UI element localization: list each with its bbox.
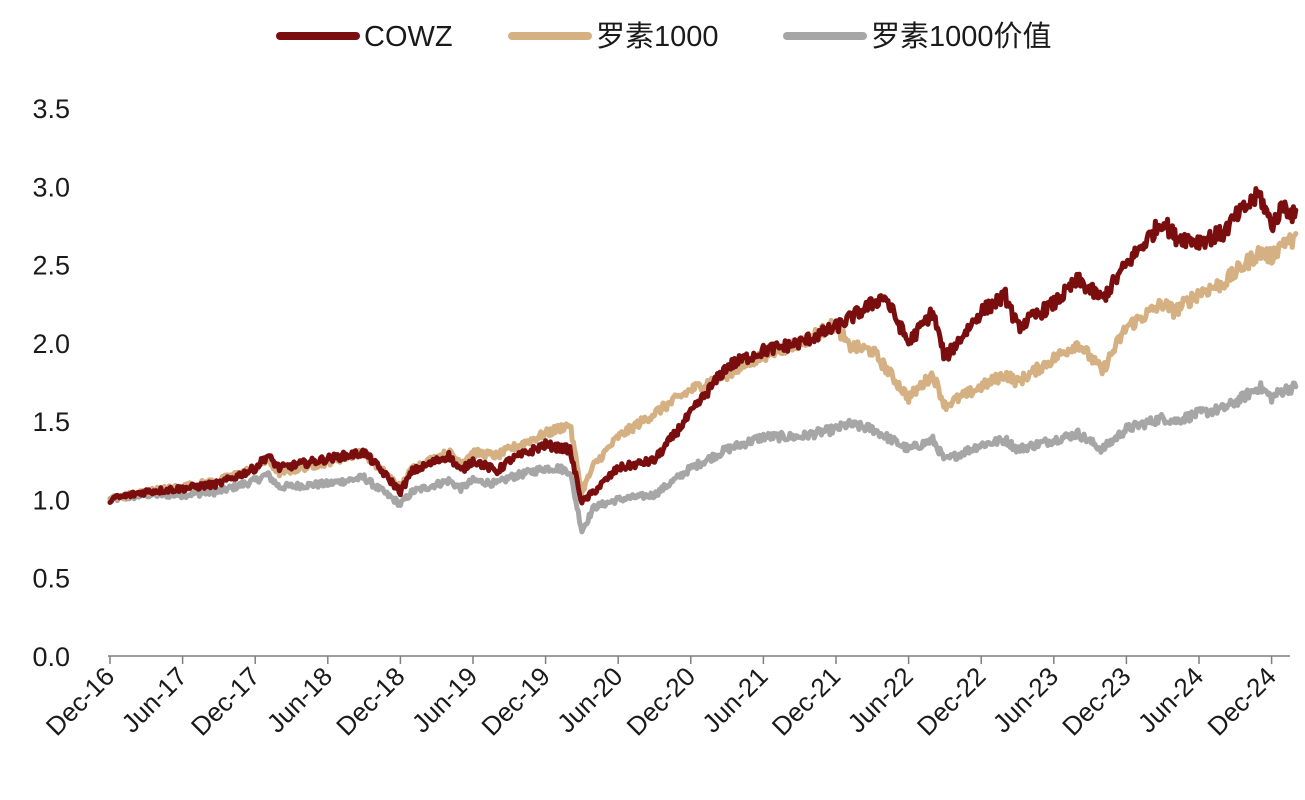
y-tick-label: 2.5 [32,251,70,281]
legend-label: COWZ [364,21,453,53]
x-tick-label: Dec-22 [911,661,991,741]
x-tick-label: Jun-17 [115,661,192,738]
x-tick-label: Jun-18 [261,661,338,738]
x-tick-label: Dec-21 [766,661,846,741]
x-tick-label: Dec-19 [475,661,555,741]
y-axis: 0.0 0.5 1.0 1.5 2.0 2.5 3.0 3.5 [32,94,70,672]
series-line-0 [107,186,1299,506]
y-tick-label: 1.5 [32,407,70,437]
y-tick-label: 1.0 [32,485,70,515]
y-tick-label: 2.0 [32,329,70,359]
y-tick-label: 3.5 [32,94,70,124]
x-tick-label: Jun-19 [406,661,483,738]
legend-label: 罗素1000价值 [871,20,1052,53]
x-tick-label: Jun-21 [696,661,773,738]
x-tick-label: Jun-24 [1132,661,1209,738]
legend-label: 罗素1000 [596,20,719,53]
x-tick-label: Dec-24 [1201,661,1281,741]
y-tick-label: 0.5 [32,564,70,594]
series-line-2 [107,380,1299,535]
x-tick-label: Dec-16 [40,661,120,741]
x-tick-label: Jun-22 [841,661,918,738]
x-tick-label: Dec-23 [1056,661,1136,741]
x-tick-label: Jun-23 [987,661,1064,738]
x-axis: Dec-16Jun-17Dec-17Jun-18Dec-18Jun-19Dec-… [40,655,1290,742]
plot-area [107,186,1299,535]
legend: COWZ 罗素1000 罗素1000价值 [276,20,1052,53]
y-tick-label: 0.0 [32,642,70,672]
x-tick-label: Dec-18 [330,661,410,741]
x-tick-label: Dec-20 [621,661,701,741]
x-tick-label: Dec-17 [185,661,265,741]
y-tick-label: 3.0 [32,172,70,202]
x-tick-label: Jun-20 [551,661,628,738]
